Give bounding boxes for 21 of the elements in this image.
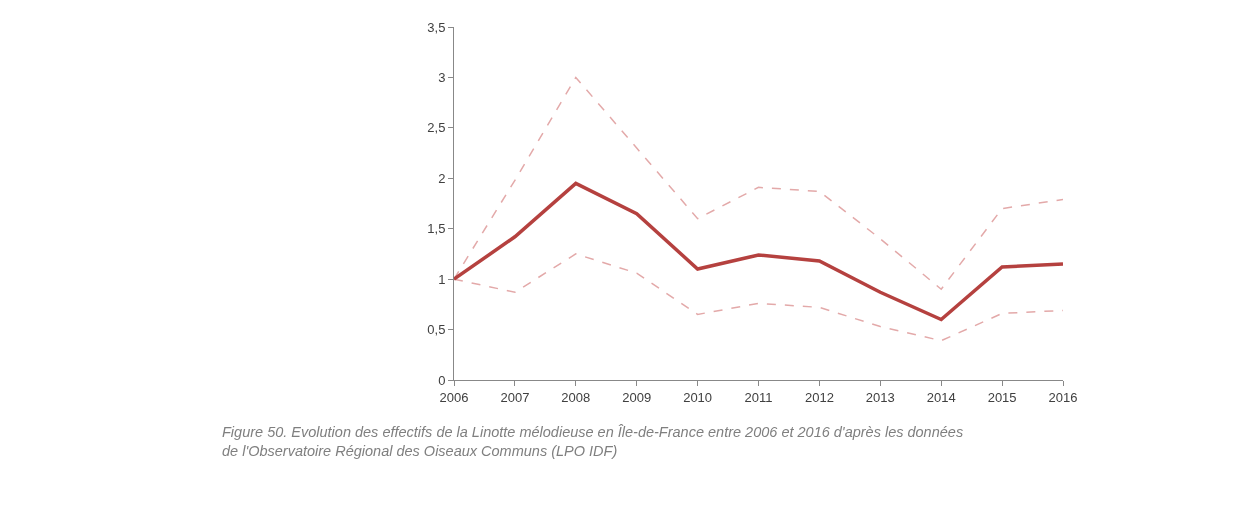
x-tick-label: 2010 xyxy=(683,389,713,405)
y-tick-label: 1,5 xyxy=(427,221,446,237)
x-tick-label: 2006 xyxy=(439,389,469,405)
x-tick-label: 2015 xyxy=(987,389,1017,405)
caption: Figure 50. Evolution des effectifs de la Linotte mélodieuse en Île-de-France entre 2006 et 2016 d'après les données de l'Observatoire Régional des Oiseaux Communs (LPO IDF) xyxy=(222,424,964,459)
x-tick-label: 2008 xyxy=(561,389,591,405)
line-series xyxy=(454,181,1063,322)
y-tick-label: 0 xyxy=(438,372,446,388)
x-tick-label: 2007 xyxy=(500,389,530,405)
y-tick-label: 2 xyxy=(438,170,446,186)
x-tick-label: 2013 xyxy=(865,389,895,405)
y-tick-label: 2,5 xyxy=(427,120,446,136)
x-tick-label: 2009 xyxy=(622,389,652,405)
x-tick-label: 2011 xyxy=(744,389,773,405)
x-tick-label: 2014 xyxy=(926,389,956,405)
y-tick-label: 3,5 xyxy=(427,19,446,35)
y-tick-label: 1 xyxy=(438,271,446,287)
y-tick-label: 3 xyxy=(438,69,446,85)
y-tick-label: 0,5 xyxy=(427,322,446,338)
x-tick-label: 2016 xyxy=(1048,389,1078,405)
x-tick-label: 2012 xyxy=(804,389,834,405)
